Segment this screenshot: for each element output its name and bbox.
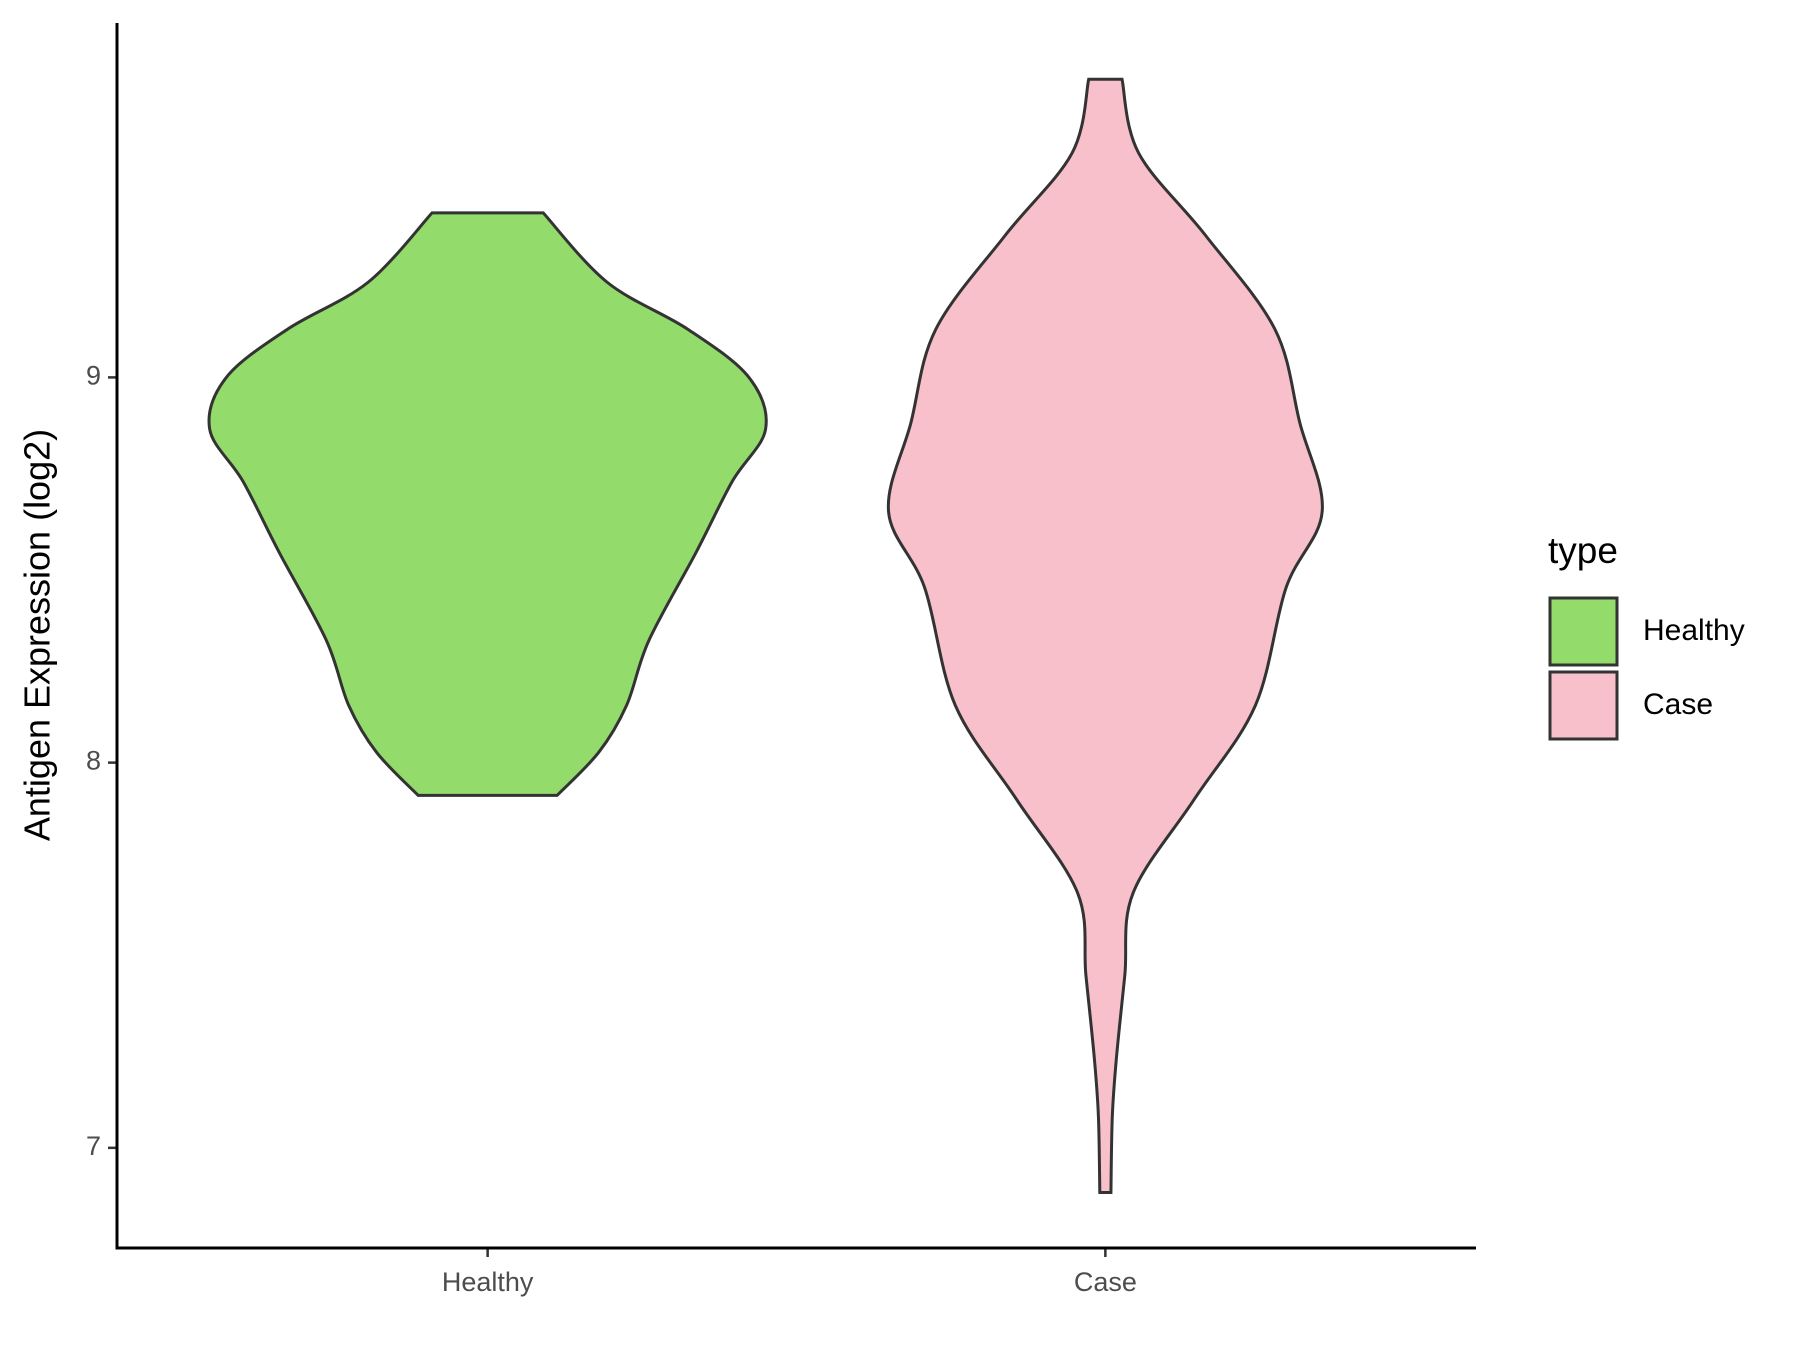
y-tick-label: 7 [86, 1131, 101, 1161]
legend-label: Case [1643, 688, 1713, 721]
y-tick-label: 9 [86, 361, 101, 391]
legend-label: Healthy [1643, 614, 1745, 647]
violin [207, 211, 768, 797]
x-tick-label: Case [1074, 1267, 1137, 1297]
legend-key [1548, 670, 1619, 741]
violin [886, 77, 1324, 1195]
y-tick-label: 8 [86, 746, 101, 776]
y-axis-title: Antigen Expression (log2) [17, 429, 58, 841]
legend-key [1548, 596, 1619, 667]
legend-title: type [1548, 530, 1618, 571]
x-tick-label: Healthy [442, 1267, 534, 1297]
